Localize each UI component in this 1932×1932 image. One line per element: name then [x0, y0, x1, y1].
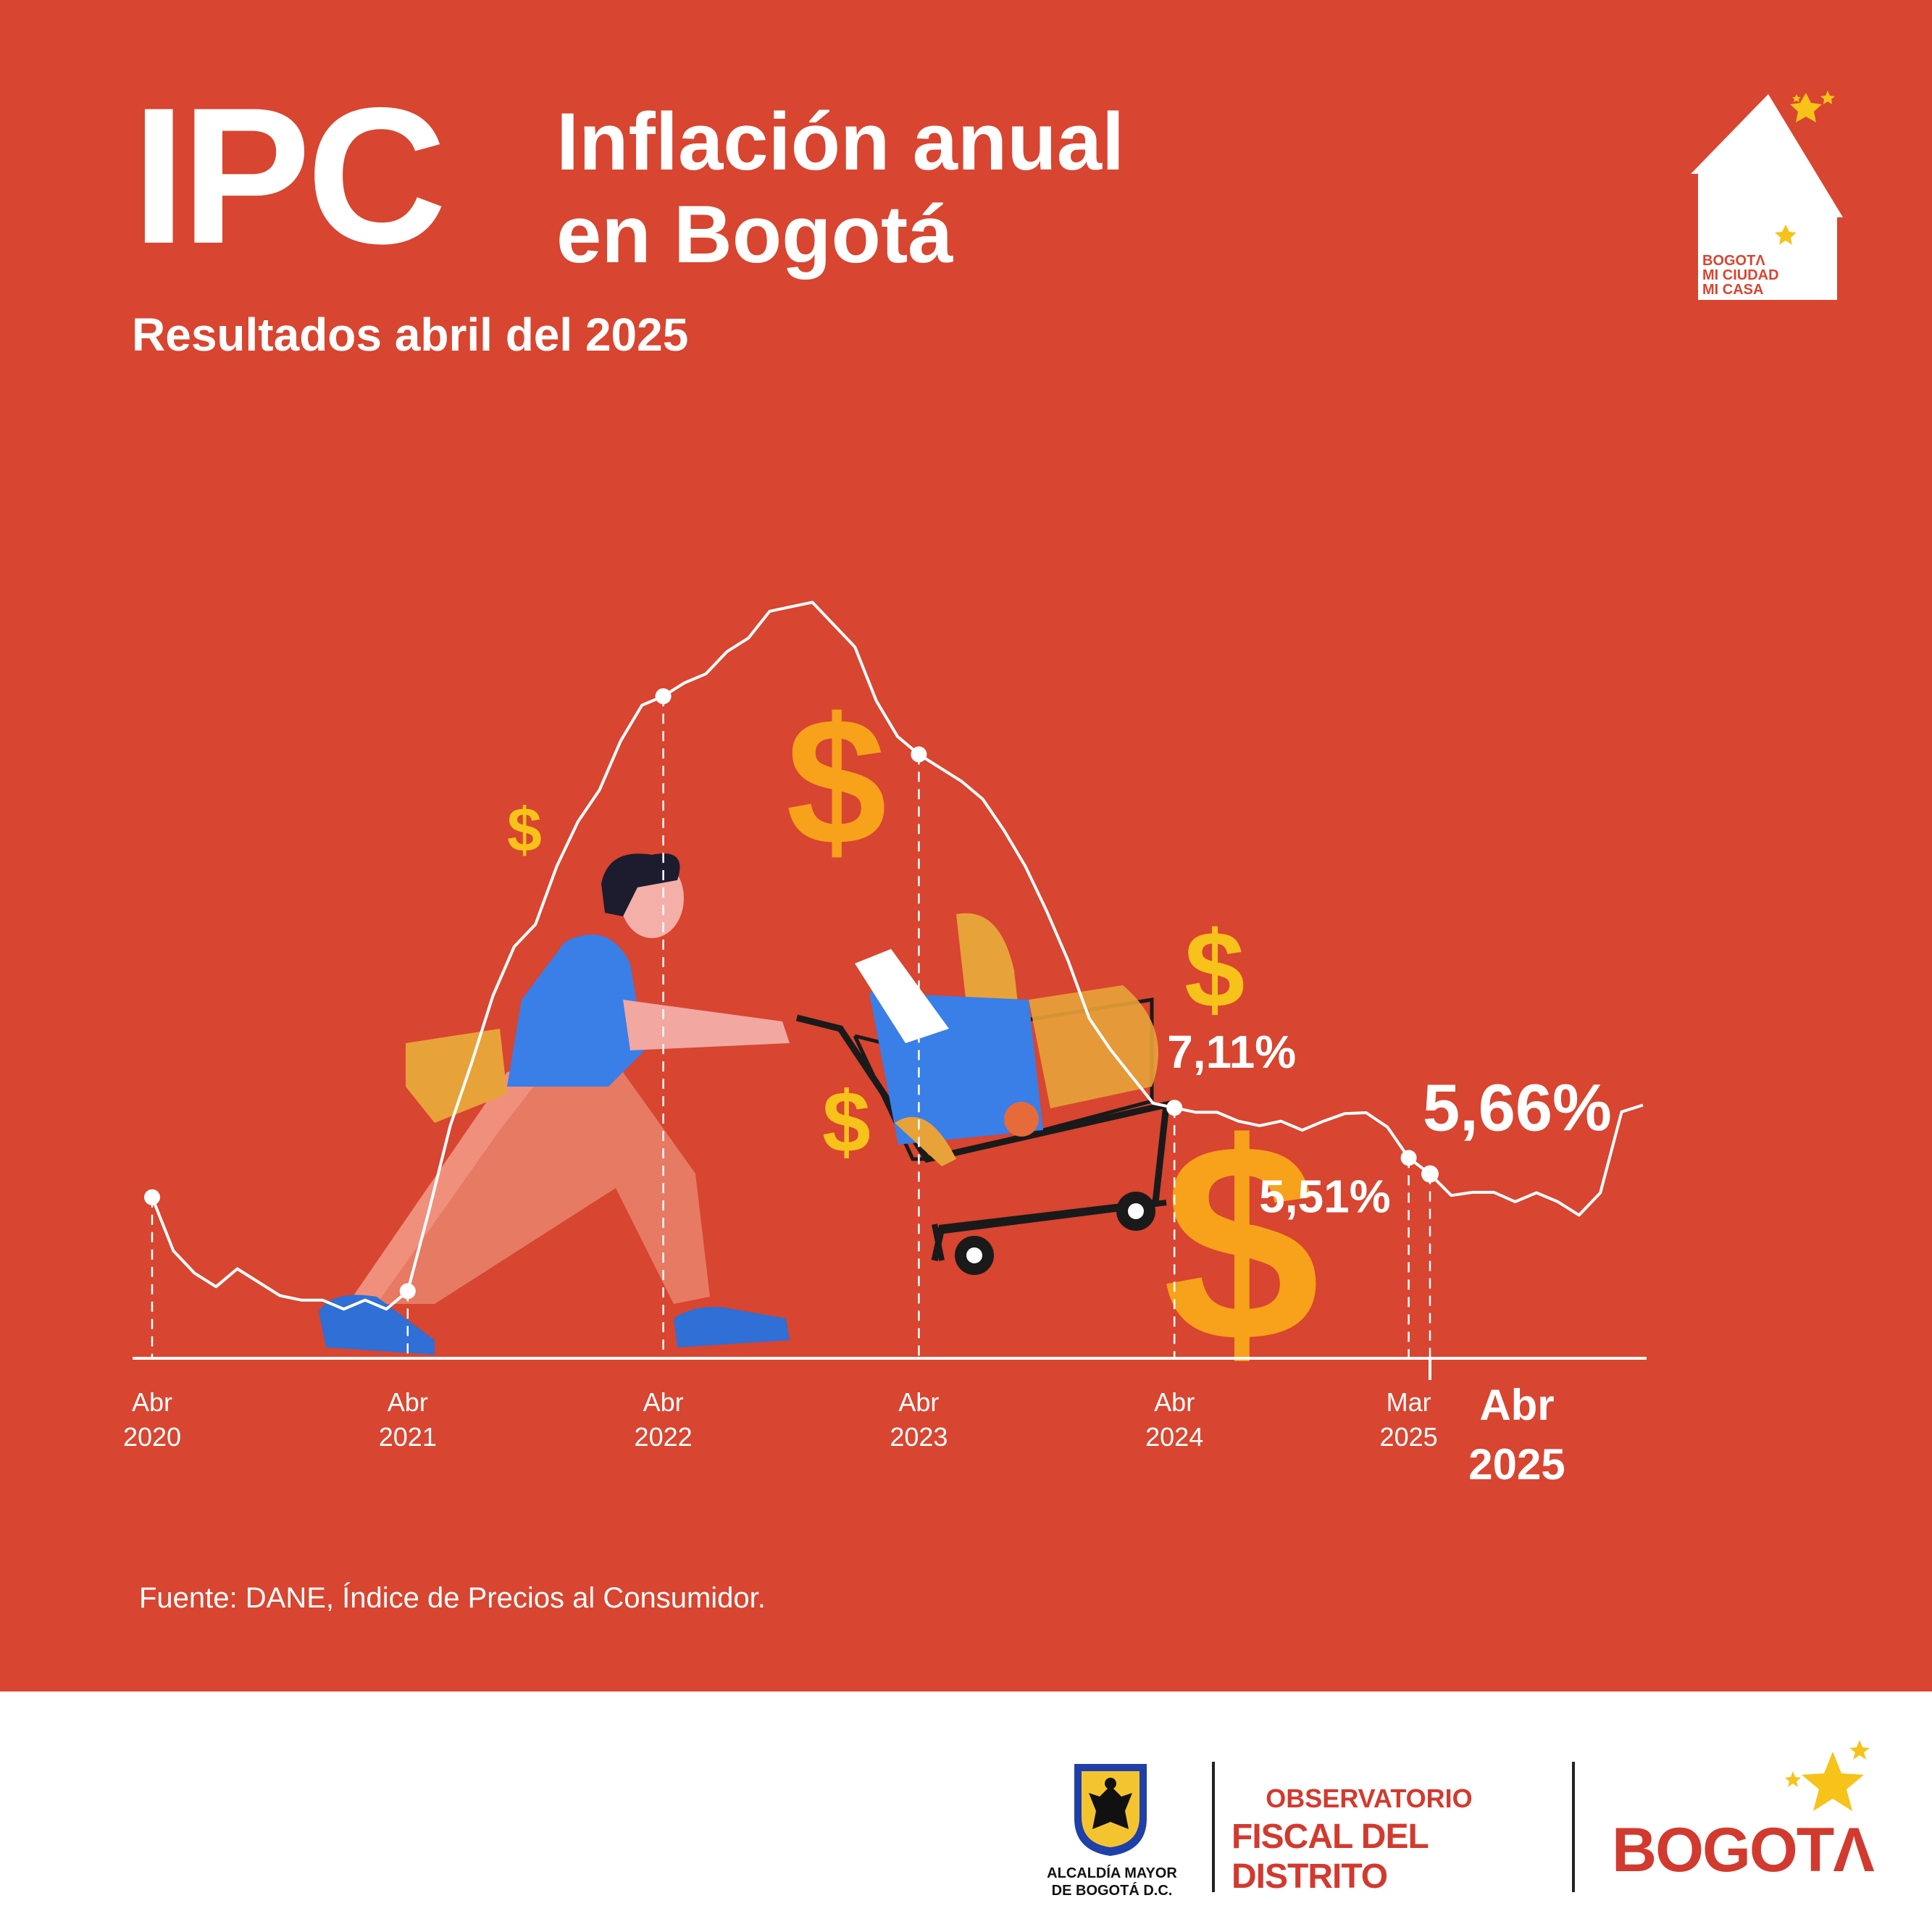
tick-label-month: Abr	[1154, 1387, 1195, 1417]
tick-label-year: 2020	[123, 1422, 181, 1452]
observatorio-line-2: FISCAL DEL DISTRITO	[1231, 1818, 1429, 1896]
point-marker	[911, 746, 927, 763]
observatorio-line-1: OBSERVATORIO	[1266, 1783, 1473, 1813]
inflation-chart: $ $ $ $ $ Abr2020Abr2021Abr2022Abr2023Ab…	[123, 601, 1647, 1489]
shopper-illustration	[319, 853, 1171, 1355]
tick-label-month: Abr	[388, 1387, 428, 1417]
tick-label-month: Abr	[898, 1387, 939, 1417]
brand-line-1: BOGOTΛ	[1702, 253, 1765, 269]
point-marker	[1400, 1150, 1417, 1166]
subtitle: Resultados abril del 2025	[132, 309, 689, 361]
footer-divider-2	[1572, 1762, 1575, 1892]
tick-label-month: Abr	[1479, 1381, 1554, 1429]
bogota-logo-text: BOGOTΛ	[1612, 1815, 1875, 1885]
markers	[144, 688, 1439, 1300]
drop-lines	[151, 696, 1431, 1358]
red-panel	[0, 0, 1932, 1691]
dollar-icons: $ $ $ $ $	[507, 680, 1320, 1400]
footer	[0, 1691, 1932, 1932]
title-line-2: en Bogotá	[556, 189, 953, 280]
brand-line-3: MI CASA	[1702, 282, 1764, 298]
tick-label-year: 2022	[635, 1422, 693, 1452]
source-note: Fuente: DANE, Índice de Precios al Consu…	[139, 1582, 766, 1614]
stars-icon	[1785, 1740, 1870, 1811]
dollar-icon: $	[822, 1074, 871, 1171]
tick-label-month: Mar	[1387, 1387, 1431, 1417]
dollar-icon: $	[1163, 1084, 1320, 1400]
tick-label-year: 2021	[379, 1422, 437, 1452]
point-marker	[655, 688, 672, 705]
point-marker	[399, 1283, 416, 1300]
data-label: 5,51%	[1259, 1170, 1390, 1222]
x-tick-labels: Abr 2020 Abr 2021 Abr 2022 Abr 2023 Abr 2024 Mar 20…	[123, 1358, 1565, 1489]
tick-label-year: 2025	[1468, 1440, 1565, 1489]
alcaldia-logo-text: ALCALDÍA MAYOR DE BOGOTÁ D.C.	[1036, 1865, 1188, 1899]
tick-label-month: Abr	[643, 1387, 684, 1417]
tick-label-year: 2023	[890, 1422, 948, 1452]
brand-line-2: MI CIUDAD	[1702, 267, 1779, 283]
series-line-inflation	[151, 601, 1644, 1311]
acronym-title: IPC	[132, 67, 447, 284]
tick-label-year: 2025	[1380, 1422, 1438, 1452]
footer-divider-1	[1212, 1762, 1215, 1892]
coat-of-arms-icon	[1074, 1764, 1147, 1856]
data-label: 5,66%	[1423, 1071, 1612, 1145]
brand-logo-text: BOGOTΛ MI CIUDAD MI CASA	[1702, 254, 1779, 297]
tick-label-month: Abr	[132, 1387, 172, 1417]
title-line-1: Inflación anual	[556, 96, 1125, 187]
alcaldia-line-1: ALCALDÍA MAYOR	[1047, 1865, 1177, 1881]
alcaldia-line-2: DE BOGOTÁ D.C.	[1051, 1883, 1173, 1899]
dollar-icon: $	[1184, 908, 1245, 1030]
tick-label-year: 2024	[1145, 1422, 1203, 1452]
data-labels: 7,11% 5,51% 5,66%	[1167, 1026, 1612, 1222]
data-label: 7,11%	[1167, 1026, 1296, 1078]
point-marker	[1166, 1100, 1183, 1116]
dollar-icon: $	[786, 680, 887, 882]
point-marker	[144, 1189, 160, 1205]
point-marker	[1421, 1165, 1439, 1183]
house-logo-icon	[1691, 91, 1843, 300]
dollar-icon: $	[507, 795, 542, 865]
